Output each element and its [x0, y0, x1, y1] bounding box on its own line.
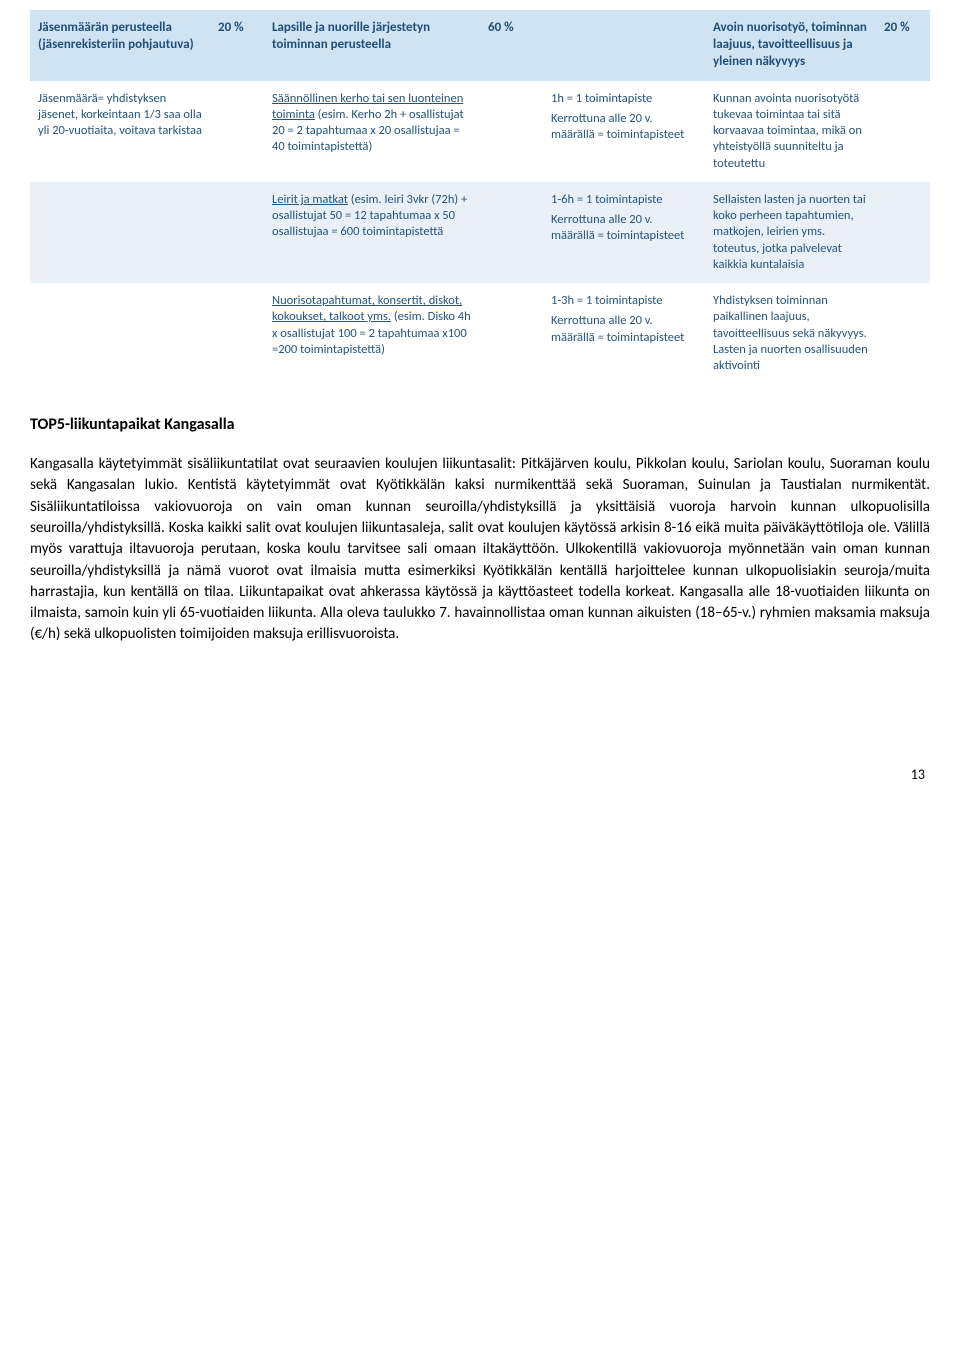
table-header-row: Jäsenmäärän perusteella (jäsenrekisterii… — [30, 10, 930, 81]
header-cell: 60 % — [480, 10, 543, 81]
cell-desc: Yhdistyksen toiminnan paikallinen laajuu… — [705, 283, 876, 384]
header-cell: Lapsille ja nuorille järjestetyn toiminn… — [264, 10, 480, 81]
header-cell: Avoin nuorisotyö, toiminnan laajuus, tav… — [705, 10, 876, 81]
cell-activity: Leirit ja matkat (esim. leiri 3vkr (72h)… — [264, 182, 480, 283]
body-paragraph: Kangasalla käytetyimmät sisäliikuntatila… — [30, 454, 930, 646]
points-line: Kerrottuna alle 20 v. määrällä = toimint… — [551, 212, 697, 245]
cell-points: 1h = 1 toimintapiste Kerrottuna alle 20 … — [543, 81, 705, 182]
points-line: 1-3h = 1 toimintapiste — [551, 293, 697, 309]
table-row: Nuorisotapahtumat, konsertit, diskot, ko… — [30, 283, 930, 384]
cell-desc: Sellaisten lasten ja nuorten tai koko pe… — [705, 182, 876, 283]
points-line: Kerrottuna alle 20 v. määrällä = toimint… — [551, 111, 697, 144]
cell-empty — [480, 283, 543, 384]
cell-desc: Kunnan avointa nuorisotyötä tukevaa toim… — [705, 81, 876, 182]
section-title: TOP5-liikuntapaikat Kangasalla — [30, 414, 930, 436]
cell-members: Jäsenmäärä= yhdistyksen jäsenet, korkein… — [30, 81, 210, 182]
cell-empty — [30, 283, 210, 384]
page-number: 13 — [30, 766, 930, 785]
header-cell — [543, 10, 705, 81]
cell-activity: Säännöllinen kerho tai sen luonteinen to… — [264, 81, 480, 182]
table-row: Jäsenmäärä= yhdistyksen jäsenet, korkein… — [30, 81, 930, 182]
header-cell: 20 % — [210, 10, 264, 81]
cell-empty — [210, 81, 264, 182]
cell-empty — [876, 182, 930, 283]
cell-empty — [876, 283, 930, 384]
cell-empty — [30, 182, 210, 283]
cell-empty — [480, 81, 543, 182]
cell-empty — [480, 182, 543, 283]
cell-empty — [210, 182, 264, 283]
activity-title: Leirit ja matkat — [272, 192, 348, 207]
cell-points: 1-6h = 1 toimintapiste Kerrottuna alle 2… — [543, 182, 705, 283]
criteria-table: Jäsenmäärän perusteella (jäsenrekisterii… — [30, 10, 930, 384]
points-line: 1h = 1 toimintapiste — [551, 91, 697, 107]
cell-empty — [876, 81, 930, 182]
table-row: Leirit ja matkat (esim. leiri 3vkr (72h)… — [30, 182, 930, 283]
cell-empty — [210, 283, 264, 384]
points-line: 1-6h = 1 toimintapiste — [551, 192, 697, 208]
header-cell: Jäsenmäärän perusteella (jäsenrekisterii… — [30, 10, 210, 81]
cell-points: 1-3h = 1 toimintapiste Kerrottuna alle 2… — [543, 283, 705, 384]
points-line: Kerrottuna alle 20 v. määrällä = toimint… — [551, 313, 697, 346]
cell-activity: Nuorisotapahtumat, konsertit, diskot, ko… — [264, 283, 480, 384]
header-cell: 20 % — [876, 10, 930, 81]
